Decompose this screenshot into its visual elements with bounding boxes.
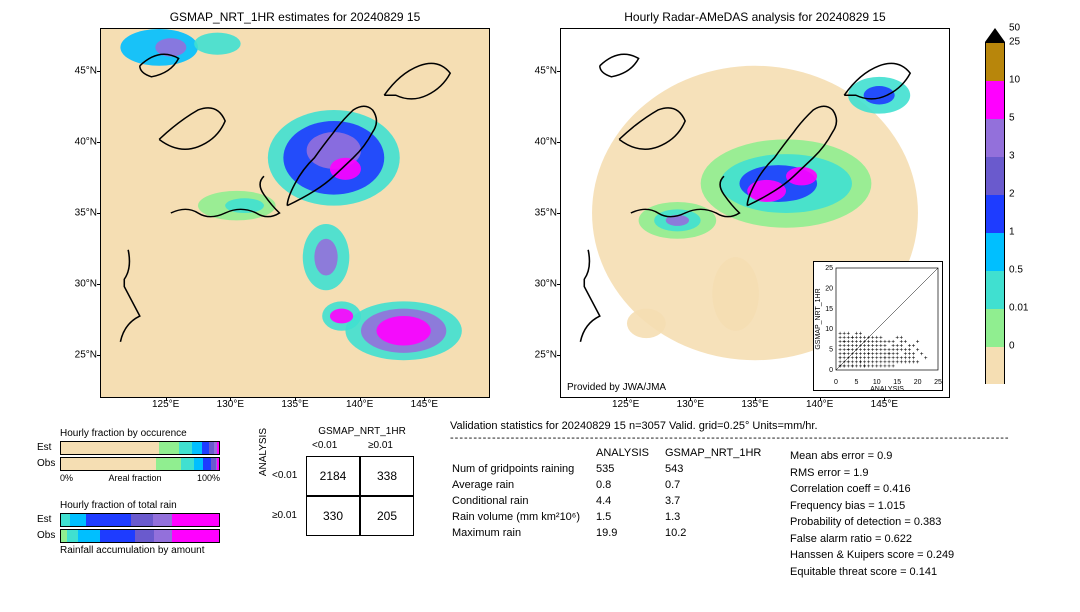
metrics-block: Mean abs error = 0.9RMS error = 1.9Corre… — [790, 448, 954, 580]
svg-text:10: 10 — [825, 326, 833, 333]
figure-root: GSMAP_NRT_1HR estimates for 20240829 15 … — [0, 0, 1080, 612]
frac-est-label: Est — [37, 442, 51, 453]
colorbar — [985, 42, 1005, 384]
frac-tot-obs-bar: Obs — [60, 529, 220, 543]
contingency-table: GSMAP_NRT_1HR ANALYSIS <0.01 ≥0.01 <0.01… — [270, 438, 420, 568]
metric-line: Correlation coeff = 0.416 — [790, 481, 954, 498]
svg-text:20: 20 — [825, 285, 833, 292]
frac-obs-label: Obs — [37, 458, 55, 469]
svg-text:0: 0 — [829, 367, 833, 374]
stats-divider: ----------------------------------------… — [450, 432, 1010, 444]
ct-cell-00: 2184 — [306, 456, 360, 496]
frac-occ-est-bar: Est — [60, 441, 220, 455]
ct-col-title: GSMAP_NRT_1HR — [308, 426, 416, 437]
right-map-title: Hourly Radar-AMeDAS analysis for 2024082… — [560, 10, 950, 24]
frac-est-label2: Est — [37, 514, 51, 525]
svg-text:0: 0 — [834, 379, 838, 386]
svg-text:10: 10 — [873, 379, 881, 386]
colorbar-bottom-arrow — [985, 384, 1005, 398]
svg-text:25: 25 — [825, 265, 833, 272]
scatter-inset: 00 5 5 10 10 15 15 20 20 25 25 ANALYSIS GSMAP_NRT_1H… — [813, 261, 943, 391]
scatter-svg: 00 5 5 10 10 15 15 20 20 25 25 ANALYSIS GSMAP_NRT_1H… — [814, 262, 944, 392]
left-map-title: GSMAP_NRT_1HR estimates for 20240829 15 — [100, 10, 490, 24]
svg-text:5: 5 — [829, 347, 833, 354]
svg-text:15: 15 — [893, 379, 901, 386]
frac-obs-label2: Obs — [37, 530, 55, 541]
ct-cell-10: 330 — [306, 496, 360, 536]
frac-occ-obs-bar: Obs — [60, 457, 220, 471]
metric-line: False alarm ratio = 0.622 — [790, 531, 954, 548]
svg-text:25: 25 — [934, 379, 942, 386]
fraction-total: Hourly fraction of total rain Est Obs Ra… — [60, 500, 240, 558]
colorbar-top-arrow — [985, 28, 1005, 42]
ct-row0: <0.01 — [272, 470, 297, 481]
frac-tot-title: Hourly fraction of total rain — [60, 500, 240, 511]
ct-cell-11: 205 — [360, 496, 414, 536]
metric-line: Hanssen & Kuipers score = 0.249 — [790, 547, 954, 564]
ct-row-title: ANALYSIS — [258, 388, 269, 468]
frac-tot-footer: Rainfall accumulation by amount — [60, 545, 240, 556]
frac-occ-x0: 0% — [60, 473, 73, 483]
svg-text:20: 20 — [914, 379, 922, 386]
ct-row1: ≥0.01 — [272, 510, 297, 521]
map-attribution: Provided by JWA/JMA — [567, 382, 666, 393]
ct-col1: ≥0.01 — [368, 440, 393, 451]
frac-occ-x1: 100% — [197, 473, 220, 483]
ct-cell-01: 338 — [360, 456, 414, 496]
stats-block: Validation statistics for 20240829 15 n=… — [450, 420, 1050, 542]
fraction-occurrence: Hourly fraction by occurence Est Obs 0% … — [60, 428, 240, 483]
frac-occ-title: Hourly fraction by occurence — [60, 428, 240, 439]
left-map-svg — [101, 29, 489, 397]
left-map-panel: 25°N30°N35°N40°N45°N125°E130°E135°E140°E… — [100, 28, 490, 398]
stats-table: ANALYSISGSMAP_NRT_1HRNum of gridpoints r… — [450, 444, 777, 542]
svg-text:5: 5 — [854, 379, 858, 386]
frac-occ-xlabel: Areal fraction — [108, 473, 161, 483]
colorbar-wrap: 50251053210.50.010 — [985, 28, 1045, 398]
metric-line: Frequency bias = 1.015 — [790, 498, 954, 515]
frac-tot-est-bar: Est — [60, 513, 220, 527]
stats-header: Validation statistics for 20240829 15 n=… — [450, 420, 1050, 432]
metric-line: Probability of detection = 0.383 — [790, 514, 954, 531]
svg-text:GSMAP_NRT_1HR: GSMAP_NRT_1HR — [815, 288, 822, 349]
metric-line: Equitable threat score = 0.141 — [790, 564, 954, 581]
svg-text:ANALYSIS: ANALYSIS — [870, 386, 904, 392]
metric-line: RMS error = 1.9 — [790, 465, 954, 482]
ct-col0: <0.01 — [312, 440, 337, 451]
svg-text:15: 15 — [825, 306, 833, 313]
right-map-panel: Provided by JWA/JMA 00 5 5 10 10 15 15 20 20 25 25… — [560, 28, 950, 398]
metric-line: Mean abs error = 0.9 — [790, 448, 954, 465]
